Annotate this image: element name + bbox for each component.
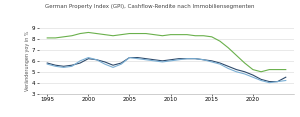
- Handel: [111, 64, 115, 66]
- Büro: [202, 59, 205, 60]
- Handel: [235, 69, 238, 70]
- Büro: [169, 60, 172, 62]
- Büro: [45, 63, 49, 65]
- Logistik/Industrie: [62, 36, 65, 38]
- Logistik/Industrie: [70, 35, 74, 36]
- Handel: [169, 59, 172, 60]
- Logistik/Industrie: [136, 33, 140, 34]
- Handel: [144, 58, 148, 59]
- Logistik/Industrie: [78, 33, 82, 34]
- Logistik/Industrie: [87, 32, 90, 33]
- Line: Logistik/Industrie: Logistik/Industrie: [47, 32, 286, 72]
- Logistik/Industrie: [177, 34, 181, 35]
- Handel: [128, 57, 131, 58]
- Büro: [276, 81, 279, 82]
- Büro: [152, 60, 156, 62]
- Handel: [136, 57, 140, 58]
- Logistik/Industrie: [218, 40, 222, 42]
- Handel: [62, 66, 65, 67]
- Handel: [202, 59, 205, 60]
- Büro: [54, 66, 57, 67]
- Büro: [70, 66, 74, 67]
- Büro: [210, 61, 214, 63]
- Büro: [218, 63, 222, 65]
- Büro: [226, 68, 230, 69]
- Büro: [268, 82, 271, 83]
- Handel: [160, 60, 164, 62]
- Büro: [111, 67, 115, 68]
- Logistik/Industrie: [210, 36, 214, 38]
- Handel: [177, 58, 181, 59]
- Handel: [78, 62, 82, 64]
- Büro: [235, 71, 238, 72]
- Handel: [54, 64, 57, 66]
- Handel: [87, 58, 90, 59]
- Handel: [259, 79, 263, 80]
- Logistik/Industrie: [45, 37, 49, 39]
- Büro: [284, 80, 288, 81]
- Handel: [251, 74, 255, 76]
- Logistik/Industrie: [194, 35, 197, 36]
- Handel: [194, 58, 197, 59]
- Logistik/Industrie: [276, 69, 279, 70]
- Büro: [136, 58, 140, 59]
- Text: German Property Index (GPI), Cashflow-Rendite nach Immobiliensegmenten: German Property Index (GPI), Cashflow-Re…: [45, 4, 255, 9]
- Y-axis label: Veränderungen yoy in %: Veränderungen yoy in %: [25, 31, 30, 91]
- Handel: [218, 62, 222, 64]
- Line: Handel: Handel: [47, 58, 286, 82]
- Logistik/Industrie: [243, 62, 246, 64]
- Handel: [45, 62, 49, 64]
- Logistik/Industrie: [259, 71, 263, 72]
- Logistik/Industrie: [235, 55, 238, 56]
- Logistik/Industrie: [103, 34, 106, 35]
- Büro: [160, 61, 164, 63]
- Büro: [119, 63, 123, 65]
- Büro: [62, 67, 65, 68]
- Handel: [95, 59, 98, 60]
- Handel: [276, 81, 279, 82]
- Logistik/Industrie: [160, 35, 164, 36]
- Büro: [177, 59, 181, 60]
- Handel: [210, 60, 214, 62]
- Logistik/Industrie: [54, 37, 57, 39]
- Handel: [226, 66, 230, 67]
- Handel: [243, 71, 246, 72]
- Büro: [144, 59, 148, 60]
- Logistik/Industrie: [202, 35, 205, 36]
- Logistik/Industrie: [119, 34, 123, 35]
- Büro: [128, 57, 131, 58]
- Logistik/Industrie: [128, 33, 131, 34]
- Büro: [194, 58, 197, 59]
- Logistik/Industrie: [251, 69, 255, 70]
- Büro: [95, 59, 98, 60]
- Logistik/Industrie: [152, 34, 156, 35]
- Logistik/Industrie: [284, 69, 288, 70]
- Logistik/Industrie: [111, 35, 115, 36]
- Logistik/Industrie: [144, 33, 148, 34]
- Logistik/Industrie: [185, 34, 189, 35]
- Handel: [70, 64, 74, 66]
- Logistik/Industrie: [169, 34, 172, 35]
- Büro: [87, 57, 90, 58]
- Logistik/Industrie: [95, 33, 98, 34]
- Logistik/Industrie: [268, 69, 271, 70]
- Handel: [268, 81, 271, 82]
- Handel: [152, 59, 156, 60]
- Logistik/Industrie: [226, 47, 230, 48]
- Büro: [78, 60, 82, 62]
- Handel: [185, 58, 189, 59]
- Handel: [284, 77, 288, 78]
- Line: Büro: Büro: [47, 58, 286, 83]
- Handel: [119, 62, 123, 64]
- Büro: [243, 73, 246, 75]
- Büro: [185, 58, 189, 59]
- Büro: [251, 77, 255, 78]
- Büro: [259, 80, 263, 81]
- Handel: [103, 61, 106, 63]
- Büro: [103, 63, 106, 65]
